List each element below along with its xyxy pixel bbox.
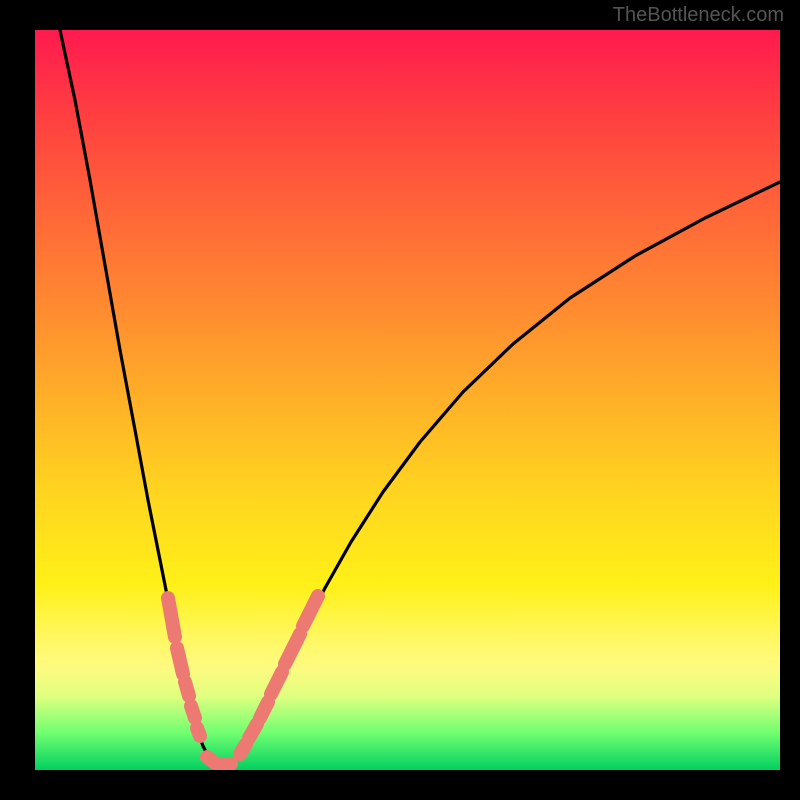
curve-left-branch <box>60 30 219 765</box>
curve-marker <box>271 672 282 694</box>
curve-marker <box>240 744 246 754</box>
curve-marker <box>185 682 189 696</box>
bottleneck-curve-chart <box>35 30 780 770</box>
curve-marker <box>285 634 300 664</box>
curve-marker <box>249 724 257 738</box>
watermark-text: TheBottleneck.com <box>613 4 784 27</box>
marker-group <box>168 596 318 765</box>
curve-marker <box>177 648 183 674</box>
curve-right-branch <box>219 182 780 765</box>
curve-svg <box>35 30 780 770</box>
curve-marker <box>219 764 231 765</box>
curve-marker <box>168 598 175 637</box>
curve-marker <box>191 706 195 718</box>
curve-marker <box>197 728 200 736</box>
curve-marker <box>260 702 268 718</box>
curve-marker <box>303 596 318 626</box>
